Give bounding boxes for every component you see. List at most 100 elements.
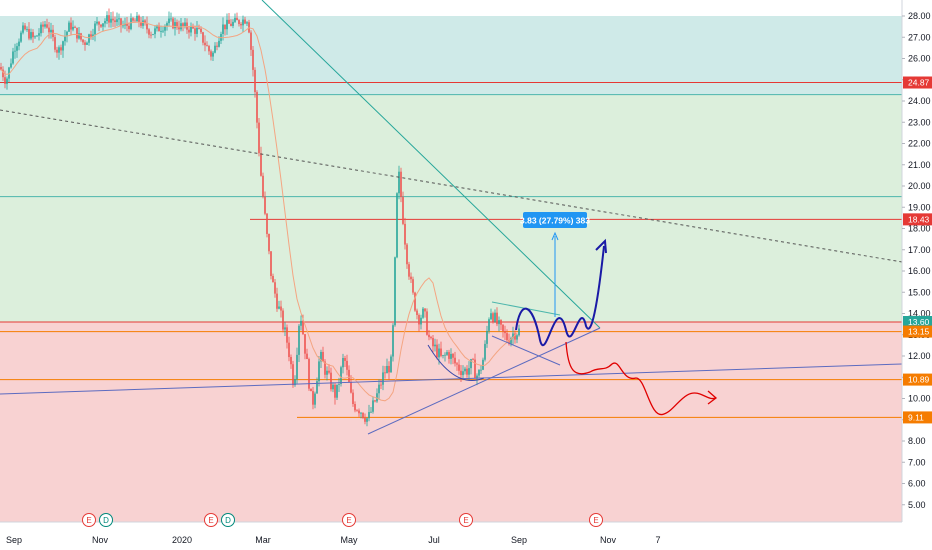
candle-body: [516, 335, 518, 340]
price-tick-label: 8.00: [908, 436, 926, 446]
candle-body: [8, 67, 10, 79]
candle-body: [446, 352, 448, 355]
bullish-projection-path: [515, 245, 605, 347]
candle-body: [112, 18, 114, 21]
price-tick-label: 15.00: [908, 287, 931, 297]
candle-body: [224, 24, 226, 30]
candle-body: [452, 353, 454, 358]
candle-body: [36, 35, 38, 37]
price-badge-label: 24.87: [908, 78, 930, 88]
candle-body: [32, 32, 34, 38]
candle-body: [258, 122, 260, 154]
price-badge: [903, 316, 932, 328]
candle-body: [352, 392, 354, 405]
candle-body: [308, 359, 310, 389]
rising-support-line: [367, 327, 601, 435]
long-support-line: [0, 363, 903, 395]
candle-body: [166, 23, 168, 27]
candle-body: [60, 47, 62, 51]
candle-body: [412, 279, 414, 293]
candle-body: [54, 37, 56, 50]
candle-body: [174, 22, 176, 29]
candle-body: [470, 359, 472, 369]
candle-body: [106, 15, 108, 22]
price-tick-label: 26.00: [908, 54, 931, 64]
price-tick-label: 24.00: [908, 96, 931, 106]
candle-body: [78, 33, 80, 39]
candle-body: [130, 18, 132, 30]
candlestick-series: [0, 8, 520, 427]
candle-body: [332, 384, 334, 390]
candle-body: [282, 310, 284, 330]
candle-body: [448, 352, 450, 359]
candle-body: [340, 367, 342, 384]
candle-body: [368, 412, 370, 419]
candle-body: [504, 331, 506, 334]
candle-body: [150, 34, 152, 36]
candle-body: [218, 40, 220, 47]
candle-body: [252, 49, 254, 70]
candle-body: [348, 369, 350, 383]
candle-body: [66, 31, 68, 37]
candle-body: [400, 171, 402, 198]
candle-body: [328, 370, 330, 373]
candle-body: [158, 25, 160, 32]
candle-body: [406, 244, 408, 265]
candle-body: [26, 29, 28, 30]
earnings-marker-label: E: [593, 516, 598, 525]
candle-body: [188, 29, 190, 33]
candle-body: [364, 417, 366, 422]
price-badge: [903, 373, 932, 386]
candle-body: [18, 41, 20, 47]
candle-body: [178, 27, 180, 30]
pennant-lower: [491, 335, 561, 366]
price-badge-label: 13.60: [908, 317, 930, 327]
candle-body: [20, 32, 22, 42]
candle-body: [278, 306, 280, 309]
candle-body: [164, 26, 166, 31]
dividend-marker-label: D: [103, 516, 109, 525]
candle-body: [304, 334, 306, 354]
candle-body: [230, 23, 232, 26]
candle-body: [436, 344, 438, 358]
candle-body: [82, 39, 84, 43]
candle-body: [128, 25, 130, 30]
candle-body: [430, 337, 432, 339]
price-tick-label: 19.00: [908, 202, 931, 212]
candle-body: [490, 313, 492, 320]
candle-body: [270, 251, 272, 276]
horizontal-levels: [0, 82, 902, 418]
candle-body: [420, 317, 422, 325]
candle-body: [312, 391, 314, 405]
candle-body: [4, 77, 6, 84]
candle-body: [518, 328, 520, 336]
candle-body: [84, 42, 86, 45]
price-tick-label: 28.00: [908, 11, 931, 21]
candle-body: [238, 20, 240, 25]
time-tick-label: 2020: [172, 535, 192, 545]
candle-body: [58, 47, 60, 53]
candle-body: [176, 22, 178, 28]
candle-body: [148, 29, 150, 35]
candle-body: [76, 27, 78, 39]
candle-body: [492, 313, 494, 322]
measure-arrowhead: [551, 231, 559, 241]
candle-body: [118, 18, 120, 20]
candle-body: [390, 356, 392, 373]
candle-body: [172, 18, 174, 29]
candle-body: [212, 52, 214, 57]
candle-body: [182, 23, 184, 26]
price-tick-label: 23.00: [908, 117, 931, 127]
candle-body: [290, 357, 292, 365]
candle-body: [204, 42, 206, 46]
candle-body: [402, 197, 404, 224]
candle-body: [208, 46, 210, 52]
earnings-marker: [459, 513, 473, 527]
earnings-marker-label: E: [208, 516, 213, 525]
candle-body: [62, 41, 64, 51]
candle-body: [272, 275, 274, 283]
price-tick-label: 10.00: [908, 394, 931, 404]
candle-body: [14, 50, 16, 52]
